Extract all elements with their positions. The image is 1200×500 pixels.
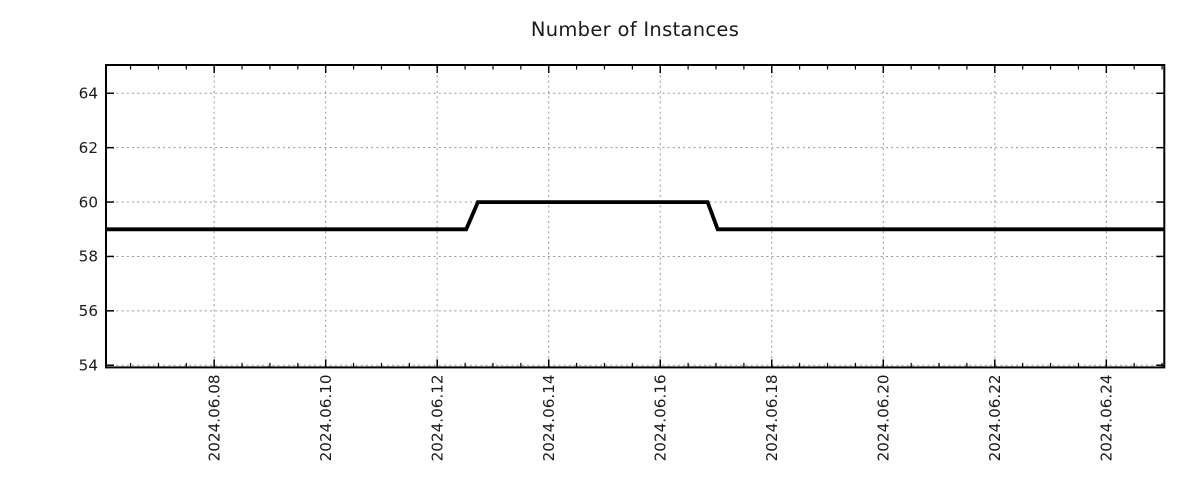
chart-title: Number of Instances [530,18,740,41]
x-tick-label: 2024.06.14 [540,374,558,461]
y-tick-label: 58 [79,248,98,266]
x-tick-label: 2024.06.08 [205,374,223,461]
x-tick-label: 2024.06.18 [763,374,781,461]
y-tick-label: 54 [79,356,98,374]
x-tick-label: 2024.06.10 [317,374,335,461]
y-tick-label: 56 [79,302,98,320]
x-tick-label: 2024.06.20 [874,374,892,461]
series-line-instances [106,200,1165,232]
y-tick-label: 60 [79,193,98,211]
x-tick-label: 2024.06.12 [428,374,446,461]
plot-border [105,64,1166,369]
x-tick-label: 2024.06.24 [1098,374,1116,461]
x-tick-label: 2024.06.22 [986,374,1004,461]
y-tick-label: 64 [79,84,98,102]
x-tick-label: 2024.06.16 [651,374,669,461]
y-tick-label: 62 [79,139,98,157]
